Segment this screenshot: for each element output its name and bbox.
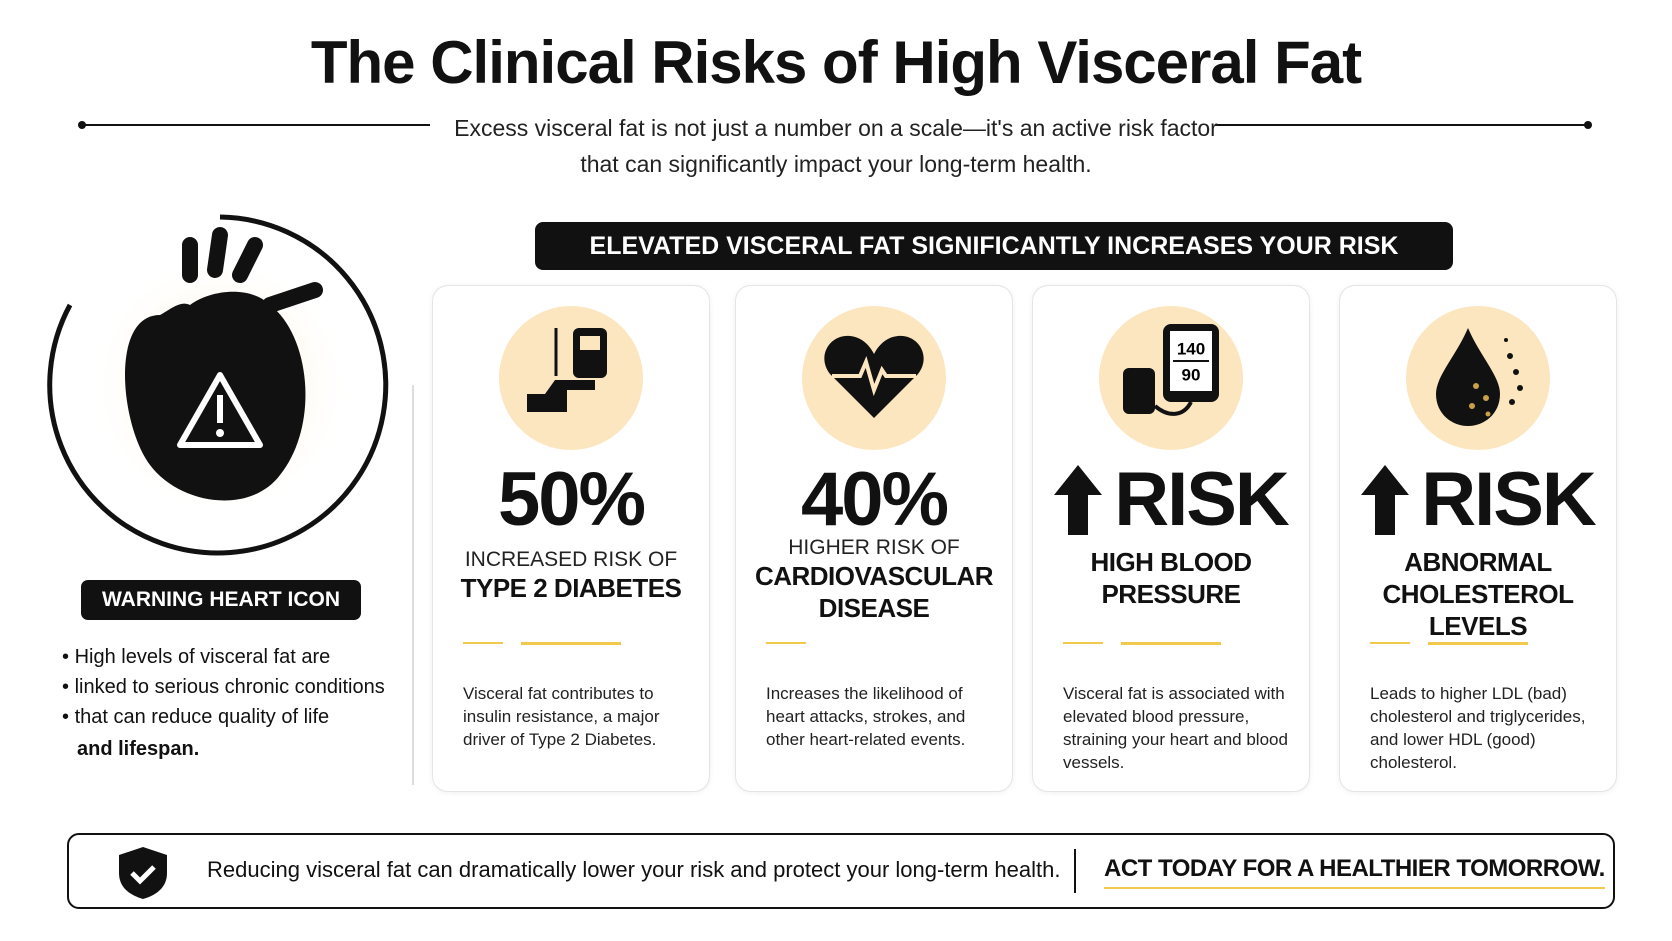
description: Increases the likelihood of heart attack… (766, 684, 966, 749)
bullet: • High levels of visceral fat are (62, 646, 331, 668)
card: RISK ABNORMAL CHOLESTEROL LEVELS Leads t… (1339, 285, 1617, 792)
footer-message: Reducing visceral fat can dramatically l… (207, 857, 1061, 882)
label: ABNORMAL CHOLESTEROL LEVELS (1382, 547, 1574, 641)
label-lead: INCREASED RISK OF (464, 548, 678, 571)
cta: ACT TODAY FOR A HEALTHIER TOMORROW. (1104, 855, 1605, 889)
bullet-text: High levels of visceral fat are (74, 646, 331, 668)
accent (521, 642, 621, 645)
label: TYPE 2 DIABETES (460, 573, 682, 603)
description: Visceral fat contributes to insulin resi… (463, 684, 660, 749)
up-arrow (1054, 464, 1103, 535)
blood-pressure-icon: 140 90 (1099, 306, 1243, 450)
accent (766, 642, 806, 644)
stat: 40% (800, 457, 949, 542)
bullet-text: that can reduce quality of life (74, 706, 330, 728)
bullet: • that can reduce quality of life (62, 706, 330, 728)
accent (1428, 642, 1528, 645)
footer: Reducing visceral fat can dramatically l… (67, 833, 1615, 909)
stat: 50% (497, 457, 646, 542)
heartbeat-icon (802, 306, 946, 450)
banner: ELEVATED VISCERAL FAT SIGNIFICANTLY INCR… (535, 222, 1453, 270)
divider (1074, 849, 1076, 893)
card: 140 90 RISK HIGH BLOOD PRESSURE Visceral… (1032, 285, 1310, 792)
label: HIGH BLOOD PRESSURE (1090, 547, 1252, 609)
stat: RISK (1421, 457, 1597, 542)
card: 40% HIGHER RISK OF CARDIOVASCULAR DISEASE… (735, 285, 1013, 792)
cholesterol-icon (1406, 306, 1550, 450)
header-rules (78, 121, 1592, 129)
accent (1370, 642, 1410, 644)
up-arrow (1361, 464, 1410, 535)
card: 50% INCREASED RISK OF TYPE 2 DIABETES Vis… (432, 285, 710, 792)
title: The Clinical Risks of High Visceral Fat (310, 29, 1362, 96)
glucose-icon (499, 306, 643, 450)
accent (1063, 642, 1103, 644)
stat-row: RISK (1340, 456, 1616, 543)
description: Leads to higher LDL (bad) cholesterol an… (1370, 684, 1586, 772)
subtitle: Excess visceral fat is not just a number… (454, 115, 1218, 141)
accent (463, 642, 503, 644)
bullet-text: and lifespan. (77, 738, 200, 760)
heart-warning-icon (47, 214, 389, 556)
divider (412, 385, 414, 785)
accent (1121, 642, 1221, 645)
bullet-text: linked to serious chronic conditions (74, 676, 385, 698)
icon-text: 140 (1177, 339, 1205, 358)
bullet: • linked to serious chronic conditions (62, 676, 385, 698)
shield-icon (119, 847, 167, 899)
description: Visceral fat is associated with elevated… (1063, 684, 1288, 772)
stat-row: RISK (1033, 456, 1309, 543)
stat: RISK (1114, 457, 1290, 542)
label-lead: HIGHER RISK OF (788, 536, 960, 559)
icon-text: 90 (1182, 365, 1201, 384)
subtitle: that can significantly impact your long-… (580, 151, 1092, 177)
warning-label: WARNING HEART ICON (81, 580, 361, 620)
label: CARDIOVASCULAR DISEASE (754, 561, 994, 623)
